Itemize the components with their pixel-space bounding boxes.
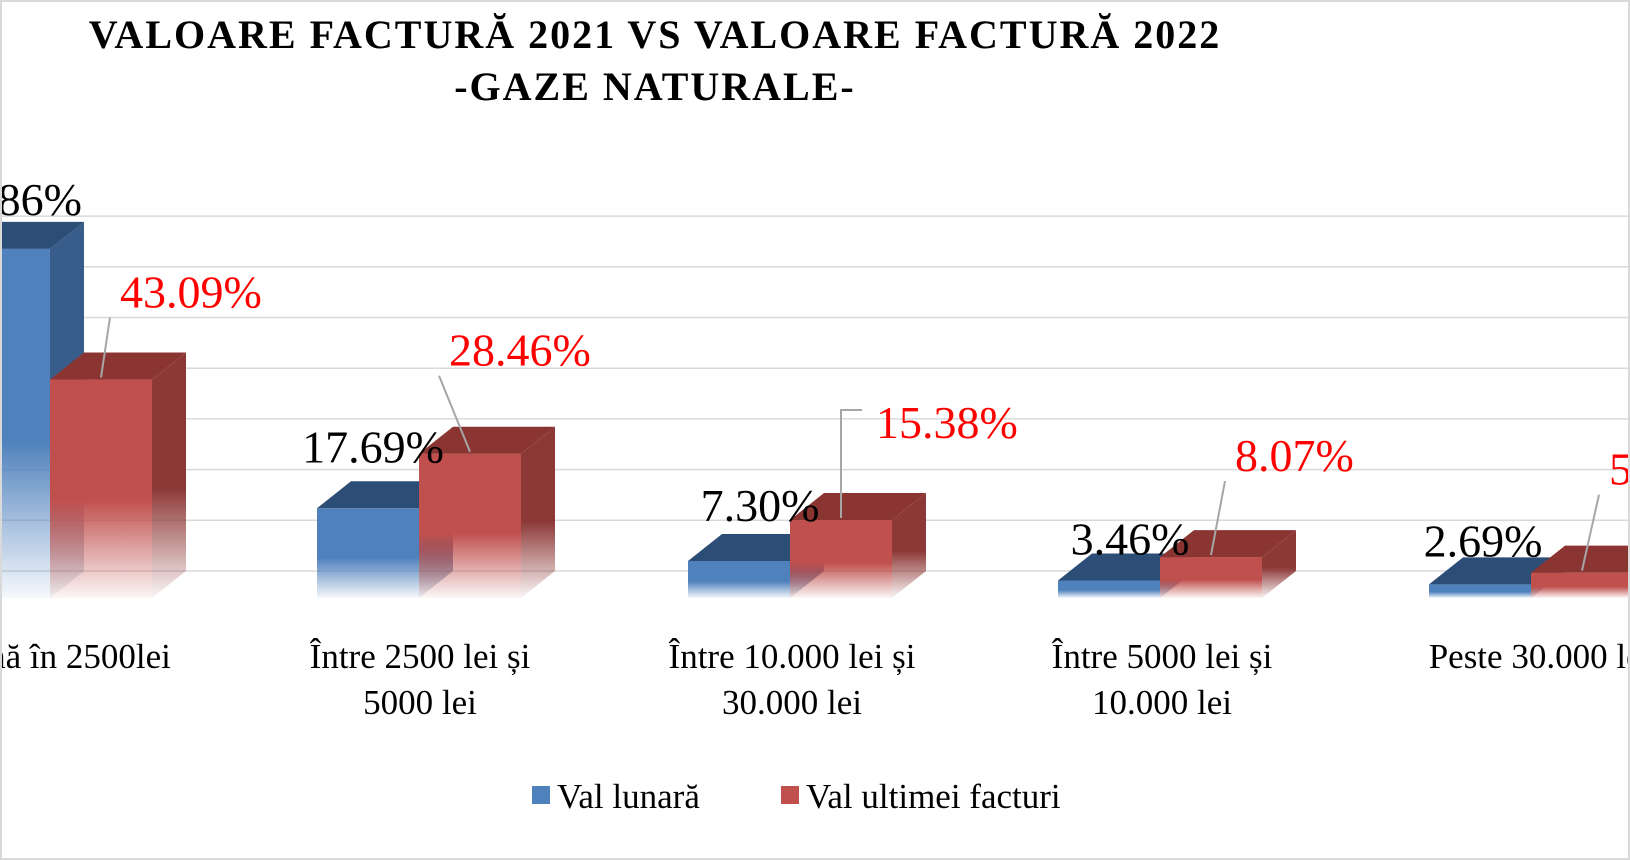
chart-title: VALOARE FACTURĂ 2021 VS VALOARE FACTURĂ … [89, 12, 1222, 57]
leader-line [100, 317, 111, 378]
bar-val-ultimei-facturi-side [152, 352, 186, 598]
legend-label-val-ultimei-facturi: Val ultimei facturi [806, 777, 1061, 816]
data-label: 2.69% [1424, 515, 1543, 566]
legend-swatch-val-lunara [532, 786, 550, 804]
bar-val-ultimei-facturi-side [1262, 530, 1296, 598]
label-leader-lines [100, 317, 1600, 571]
bar-val-ultimei-facturi [1160, 557, 1262, 598]
bar-val-ultimei-facturi-top [1531, 545, 1630, 573]
category-label: Între 5000 lei și 10.000 lei [1052, 637, 1273, 722]
data-label: 68.86% [0, 174, 82, 225]
category-label: Între 10.000 lei și 30.000 lei [669, 637, 916, 722]
leader-line [1210, 480, 1226, 556]
bar-val-ultimei-facturi-top [50, 352, 186, 380]
data-label: 3.46% [1071, 513, 1190, 564]
bar-val-lunara [688, 560, 790, 598]
bar-val-ultimei-facturi-top [419, 426, 555, 454]
data-label: 7.30% [701, 480, 820, 531]
leader-line [1581, 494, 1600, 571]
leader-line [840, 409, 862, 519]
data-label: 28.46% [449, 325, 591, 376]
category-label: Peste 30.000 lei [1429, 637, 1630, 676]
legend-label-val-lunara: Val lunară [557, 777, 700, 816]
bar-val-ultimei-facturi-top [790, 493, 926, 521]
bar-val-ultimei-facturi-side [521, 426, 555, 598]
bar-val-lunara [1429, 584, 1531, 598]
data-labels: 68.86% 43.09% 17.69%28.46% 7.30% 15.38% 3.46%… [0, 174, 1630, 566]
category-label: Între 2500 lei și 5000 lei [310, 637, 531, 722]
chart-subtitle: -GAZE NATURALE- [454, 64, 856, 109]
bar-val-lunara-top [0, 221, 84, 249]
legend-swatch-val-ultimei-facturi [781, 786, 799, 804]
bar-val-ultimei-facturi [50, 379, 152, 598]
bar-val-ultimei-facturi-top [1160, 530, 1296, 558]
data-label: 5.00% [1609, 444, 1630, 495]
bar-val-ultimei-facturi [419, 453, 521, 598]
data-label: 15.38% [876, 397, 1018, 448]
bar-val-ultimei-facturi-side [892, 493, 926, 598]
gridlines [0, 215, 1630, 572]
legend: Val lunară Val ultimei facturi [532, 777, 1061, 816]
data-label: 43.09% [120, 267, 262, 318]
bar-val-lunara [1058, 580, 1160, 598]
category-label: Până în 2500lei [0, 637, 171, 676]
leader-line [438, 375, 471, 453]
bar-val-ultimei-facturi [1531, 572, 1630, 598]
data-label: 17.69% [302, 421, 444, 472]
bars [0, 221, 1630, 598]
data-label: 8.07% [1235, 430, 1354, 481]
bar-val-ultimei-facturi [790, 520, 892, 598]
bar-val-lunara [0, 248, 50, 598]
bar-val-lunara [317, 508, 419, 598]
